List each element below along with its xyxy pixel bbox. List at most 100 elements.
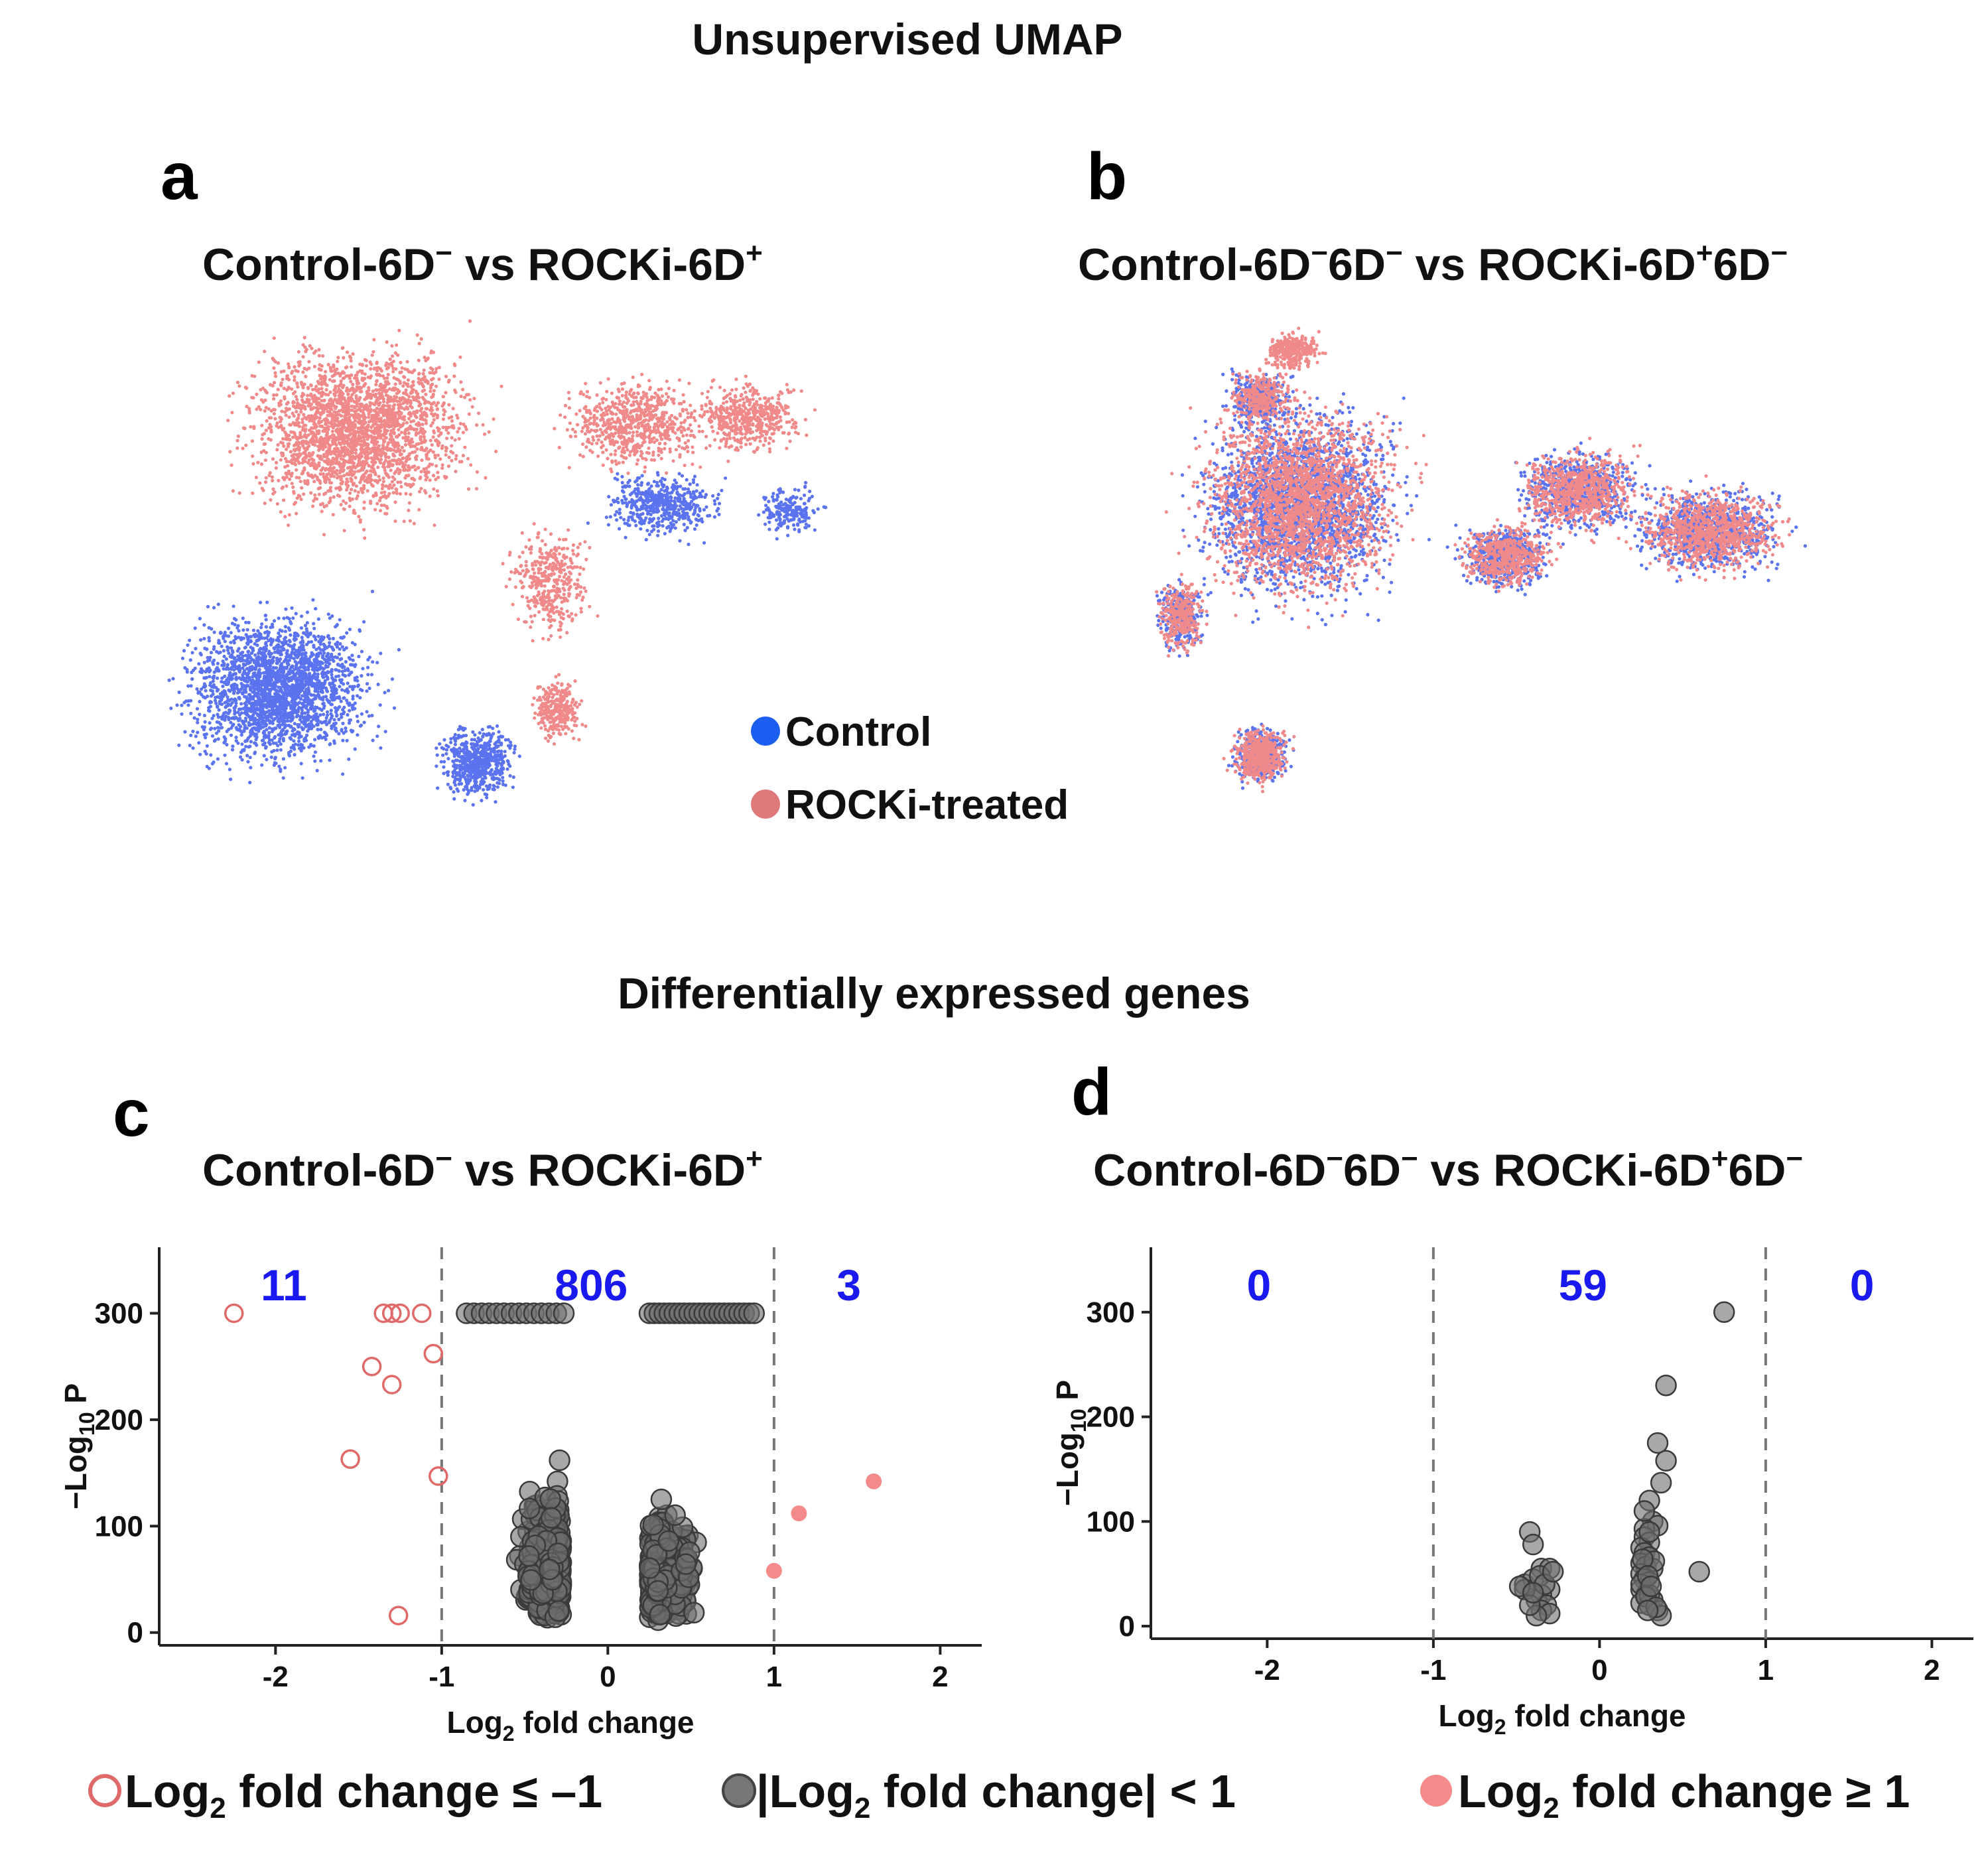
d-y-tick-label: 0 <box>1119 1610 1135 1643</box>
panel-letter-c: c <box>113 1076 150 1150</box>
deg-section-title: Differentially expressed genes <box>618 969 1250 1018</box>
legend-up-label: Log2 fold change ≥ 1 <box>1458 1765 1910 1824</box>
c-point-ns <box>520 1569 542 1591</box>
d-count-label: 59 <box>1559 1261 1607 1310</box>
umap-a-control-lobe <box>434 724 521 807</box>
d-point-ns <box>1633 1500 1656 1522</box>
c-point-open <box>388 1606 409 1625</box>
c-point-ns <box>649 1604 671 1626</box>
umap-b-rocki-4 <box>1453 517 1563 593</box>
c-point-ns <box>743 1302 765 1324</box>
d-x-tick-label: -2 <box>1254 1654 1280 1686</box>
c-x-tick-label: 2 <box>932 1661 948 1693</box>
d-point-ns <box>1522 1582 1544 1604</box>
umap-a-rocki-lobe <box>531 673 588 746</box>
umap-b-rocki-2 <box>1515 437 1650 545</box>
c-point-ns <box>540 1507 563 1529</box>
c-point-open <box>381 1303 402 1324</box>
legend-ns-marker <box>722 1773 756 1808</box>
c-x-tick-label: 0 <box>600 1661 616 1693</box>
d-y-axis-title: −Log10 P <box>1050 1380 1091 1506</box>
d-point-ns <box>1688 1560 1710 1583</box>
c-y-tick-label: 300 <box>95 1297 143 1330</box>
d-x-axis-title: Log2 fold change <box>1439 1698 1686 1739</box>
d-point-ns <box>1640 1575 1662 1598</box>
d-y-tick-label: 100 <box>1087 1505 1135 1538</box>
c-point-ns <box>549 1449 570 1472</box>
c-point-ns <box>650 1488 673 1511</box>
umap-section-title: Unsupervised UMAP <box>692 15 1122 64</box>
panel-title-b: Control-6D−6D− vs ROCKi-6D+6D− <box>1078 237 1788 290</box>
c-y-tick-label: 0 <box>127 1617 143 1649</box>
umap-a-rocki-right <box>689 374 817 463</box>
volcano-d-plot: -2 -1 0 1 2 0 100 200 300 Log2 fold change −Log10 … <box>1050 1247 1973 1739</box>
c-point-ns <box>518 1497 541 1519</box>
umap-b-rocki-3 <box>1624 474 1792 582</box>
c-point-open <box>429 1466 448 1486</box>
legend-up-marker <box>1420 1775 1452 1807</box>
umap-a-control-bottom <box>167 589 401 785</box>
c-y-axis-title: −Log10 P <box>58 1383 99 1509</box>
d-y-tick-label: 300 <box>1087 1296 1135 1329</box>
c-point-ns <box>657 1530 680 1552</box>
c-count-label: 806 <box>555 1261 628 1310</box>
c-point-open <box>390 1303 410 1324</box>
c-point-ns <box>539 1558 561 1580</box>
c-y-tick-label: 100 <box>95 1510 143 1542</box>
legend-rocki-marker <box>751 789 780 819</box>
c-x-tick-label: -1 <box>429 1661 454 1693</box>
umap-legend: Control ROCKi-treated <box>751 709 1069 828</box>
d-x-tick-label: 0 <box>1591 1654 1607 1686</box>
d-count-label: 0 <box>1850 1261 1875 1310</box>
c-point-ns <box>683 1602 705 1624</box>
c-point-ns <box>639 1557 661 1579</box>
legend-rocki-label: ROCKi-treated <box>785 782 1069 828</box>
c-point-ns <box>539 1488 561 1510</box>
c-point-ns <box>664 1504 686 1527</box>
d-count-label: 0 <box>1246 1261 1271 1310</box>
c-point-open <box>224 1303 244 1324</box>
c-point-ns <box>675 1553 697 1575</box>
umap-b-plot <box>1155 326 1807 793</box>
d-point-ns <box>1650 1472 1672 1494</box>
legend-open-label: Log2 fold change ≤ –1 <box>125 1765 602 1824</box>
c-point-open <box>423 1343 444 1364</box>
c-x-tick-label: -2 <box>263 1661 289 1693</box>
umap-a-control-tip <box>757 480 828 541</box>
d-x-tick-label: -1 <box>1420 1654 1446 1686</box>
c-point-up <box>791 1505 807 1522</box>
umap-b-rocki-5 <box>1222 724 1296 793</box>
panel-letter-d: d <box>1071 1055 1112 1129</box>
panel-title-d: Control-6D−6D− vs ROCKi-6D+6D− <box>1093 1142 1803 1196</box>
umap-b-rocki-1 <box>1164 389 1428 630</box>
umap-b-rocki-6 <box>1155 573 1209 658</box>
umap-b-rocki-top <box>1264 326 1327 372</box>
d-point-ns <box>1522 1533 1544 1556</box>
d-point-ns <box>1542 1560 1564 1583</box>
umap-a-rocki-top <box>226 319 503 540</box>
c-point-ns <box>647 1580 669 1602</box>
d-y-tick-label: 200 <box>1087 1401 1135 1434</box>
c-point-up <box>866 1473 882 1489</box>
c-count-label: 11 <box>261 1261 307 1310</box>
c-point-ns <box>553 1302 575 1324</box>
c-point-ns <box>547 1600 570 1622</box>
umap-a-rocki-mid <box>553 372 723 475</box>
d-point-ns <box>1655 1450 1677 1472</box>
d-point-ns <box>1638 1521 1660 1543</box>
c-point-open <box>381 1375 402 1395</box>
legend-control-marker <box>751 717 780 746</box>
umap-a-plot <box>167 319 828 807</box>
panel-letter-a: a <box>161 139 198 214</box>
umap-a-rocki-stem <box>501 521 600 643</box>
d-point-ns <box>1655 1374 1677 1397</box>
c-point-ns <box>518 1545 540 1567</box>
c-point-up <box>765 1562 782 1579</box>
c-y-tick-label: 200 <box>95 1404 143 1436</box>
d-point-ns <box>1636 1600 1659 1621</box>
umap-a-control-right <box>586 470 728 547</box>
d-x-tick-label: 1 <box>1758 1654 1774 1686</box>
d-point-ns <box>1713 1301 1735 1324</box>
panel-title-a: Control-6D− vs ROCKi-6D+ <box>202 237 763 290</box>
